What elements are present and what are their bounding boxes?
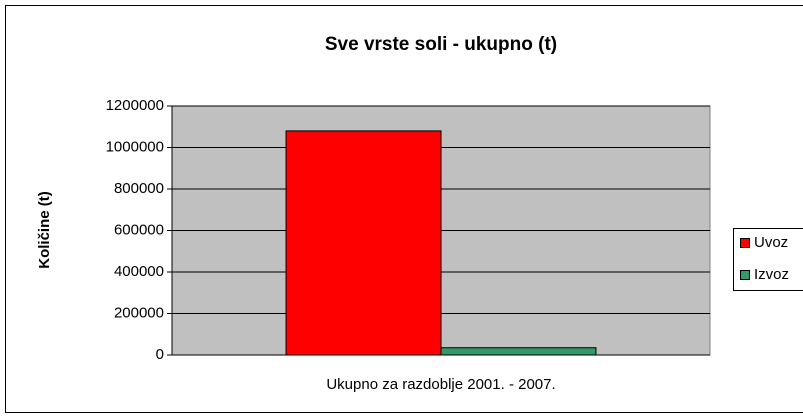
y-tick-label: 0: [156, 346, 164, 363]
y-axis-title: Količine (t): [36, 191, 53, 269]
legend-swatch: [740, 238, 750, 248]
legend-label: Izvoz: [754, 266, 789, 283]
legend-swatch: [740, 270, 750, 280]
y-tick-label: 1200000: [106, 97, 164, 114]
y-tick-label: 800000: [114, 180, 164, 197]
y-tick-label: 600000: [114, 221, 164, 238]
bar: [440, 347, 597, 356]
bar: [285, 130, 442, 356]
x-tick-label: Ukupno za razdoblje 2001. - 2007.: [326, 376, 555, 393]
legend-label: Uvoz: [754, 234, 788, 251]
chart-title: Sve vrste soli - ukupno (t): [325, 34, 557, 55]
y-tick-label: 200000: [114, 304, 164, 321]
y-tick-label: 400000: [114, 263, 164, 280]
y-tick-label: 1000000: [106, 138, 164, 155]
